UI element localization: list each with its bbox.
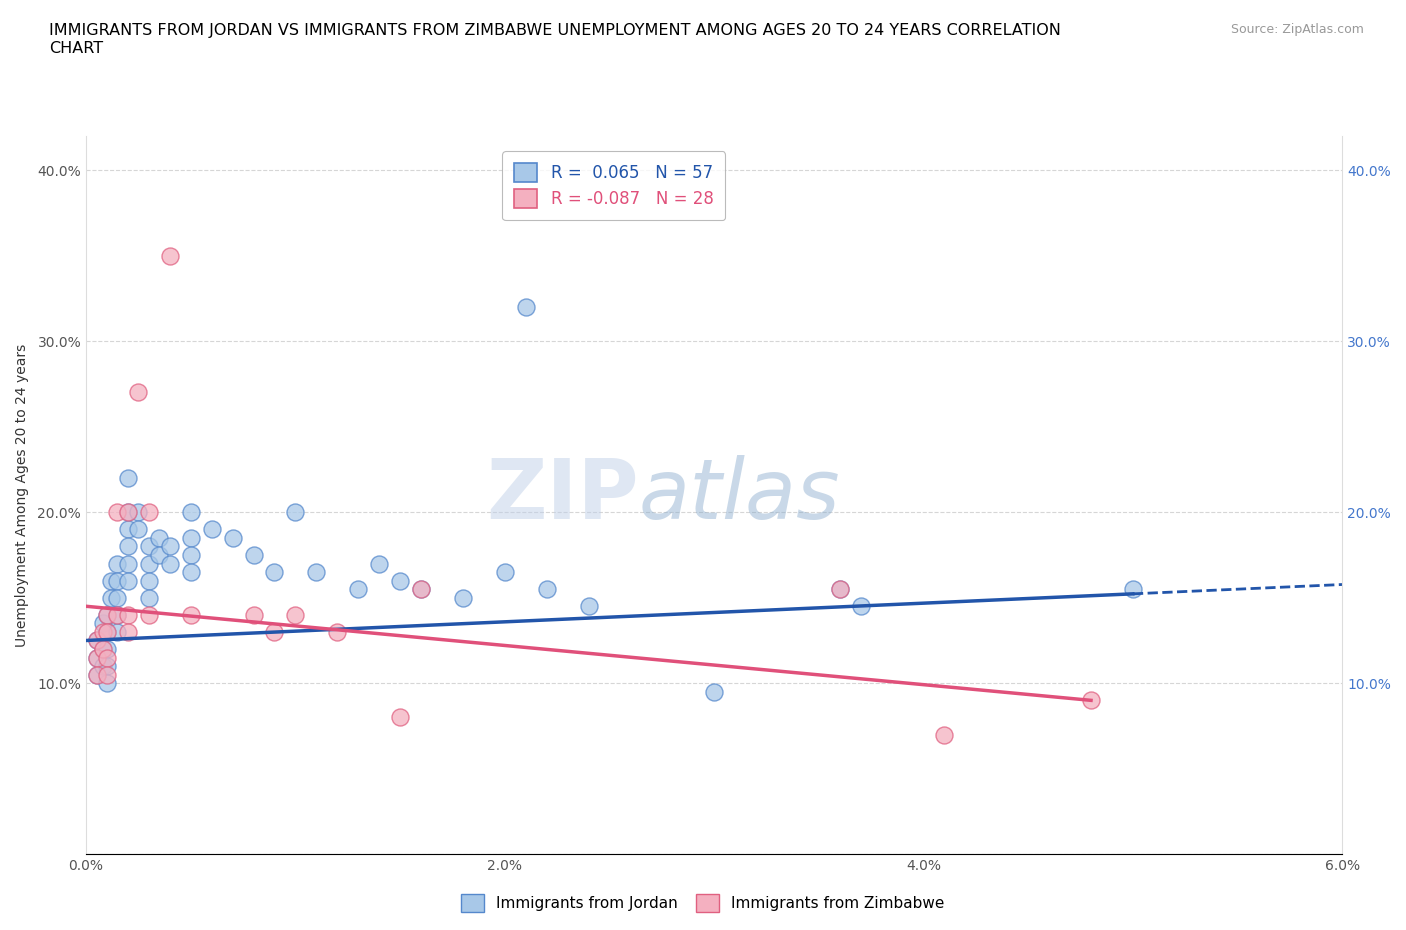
- Point: [934, 727, 956, 742]
- Point: [828, 582, 851, 597]
- Point: [127, 385, 149, 400]
- Point: [86, 667, 108, 682]
- Point: [148, 530, 170, 545]
- Text: Source: ZipAtlas.com: Source: ZipAtlas.com: [1230, 23, 1364, 36]
- Point: [96, 607, 118, 622]
- Point: [263, 565, 285, 579]
- Point: [159, 539, 181, 554]
- Point: [409, 582, 432, 597]
- Point: [180, 565, 202, 579]
- Point: [117, 505, 139, 520]
- Point: [107, 556, 129, 571]
- Point: [96, 667, 118, 682]
- Point: [117, 539, 139, 554]
- Point: [389, 573, 412, 588]
- Point: [849, 599, 872, 614]
- Point: [242, 607, 264, 622]
- Point: [107, 505, 129, 520]
- Point: [409, 582, 432, 597]
- Point: [263, 624, 285, 639]
- Point: [159, 248, 181, 263]
- Y-axis label: Unemployment Among Ages 20 to 24 years: Unemployment Among Ages 20 to 24 years: [15, 343, 30, 646]
- Legend: Immigrants from Jordan, Immigrants from Zimbabwe: Immigrants from Jordan, Immigrants from …: [456, 888, 950, 918]
- Point: [1080, 693, 1102, 708]
- Point: [100, 573, 122, 588]
- Point: [107, 607, 129, 622]
- Point: [107, 573, 129, 588]
- Point: [138, 539, 160, 554]
- Point: [284, 607, 307, 622]
- Point: [91, 642, 114, 657]
- Point: [180, 530, 202, 545]
- Text: atlas: atlas: [638, 455, 841, 536]
- Text: IMMIGRANTS FROM JORDAN VS IMMIGRANTS FROM ZIMBABWE UNEMPLOYMENT AMONG AGES 20 TO: IMMIGRANTS FROM JORDAN VS IMMIGRANTS FRO…: [49, 23, 1062, 56]
- Point: [703, 684, 725, 699]
- Point: [221, 530, 243, 545]
- Point: [148, 548, 170, 563]
- Point: [86, 633, 108, 648]
- Point: [86, 650, 108, 665]
- Point: [117, 505, 139, 520]
- Text: ZIP: ZIP: [486, 455, 638, 536]
- Point: [107, 591, 129, 605]
- Point: [86, 633, 108, 648]
- Point: [180, 505, 202, 520]
- Point: [86, 667, 108, 682]
- Point: [96, 624, 118, 639]
- Point: [96, 642, 118, 657]
- Point: [828, 582, 851, 597]
- Point: [159, 556, 181, 571]
- Point: [326, 624, 349, 639]
- Point: [138, 607, 160, 622]
- Point: [91, 616, 114, 631]
- Point: [91, 642, 114, 657]
- Point: [96, 624, 118, 639]
- Point: [96, 676, 118, 691]
- Point: [305, 565, 328, 579]
- Point: [127, 505, 149, 520]
- Point: [96, 650, 118, 665]
- Point: [138, 573, 160, 588]
- Point: [347, 582, 370, 597]
- Point: [100, 591, 122, 605]
- Point: [1122, 582, 1144, 597]
- Point: [138, 556, 160, 571]
- Point: [180, 607, 202, 622]
- Point: [91, 658, 114, 673]
- Point: [117, 522, 139, 537]
- Point: [515, 299, 537, 314]
- Point: [389, 710, 412, 724]
- Point: [117, 471, 139, 485]
- Point: [536, 582, 558, 597]
- Point: [117, 624, 139, 639]
- Point: [96, 658, 118, 673]
- Point: [91, 624, 114, 639]
- Point: [127, 522, 149, 537]
- Legend: R =  0.065   N = 57, R = -0.087   N = 28: R = 0.065 N = 57, R = -0.087 N = 28: [502, 152, 725, 219]
- Point: [201, 522, 224, 537]
- Point: [117, 556, 139, 571]
- Point: [284, 505, 307, 520]
- Point: [117, 607, 139, 622]
- Point: [451, 591, 474, 605]
- Point: [96, 607, 118, 622]
- Point: [242, 548, 264, 563]
- Point: [180, 548, 202, 563]
- Point: [578, 599, 600, 614]
- Point: [368, 556, 391, 571]
- Point: [138, 505, 160, 520]
- Point: [494, 565, 516, 579]
- Point: [138, 591, 160, 605]
- Point: [107, 624, 129, 639]
- Point: [86, 650, 108, 665]
- Point: [107, 607, 129, 622]
- Point: [117, 573, 139, 588]
